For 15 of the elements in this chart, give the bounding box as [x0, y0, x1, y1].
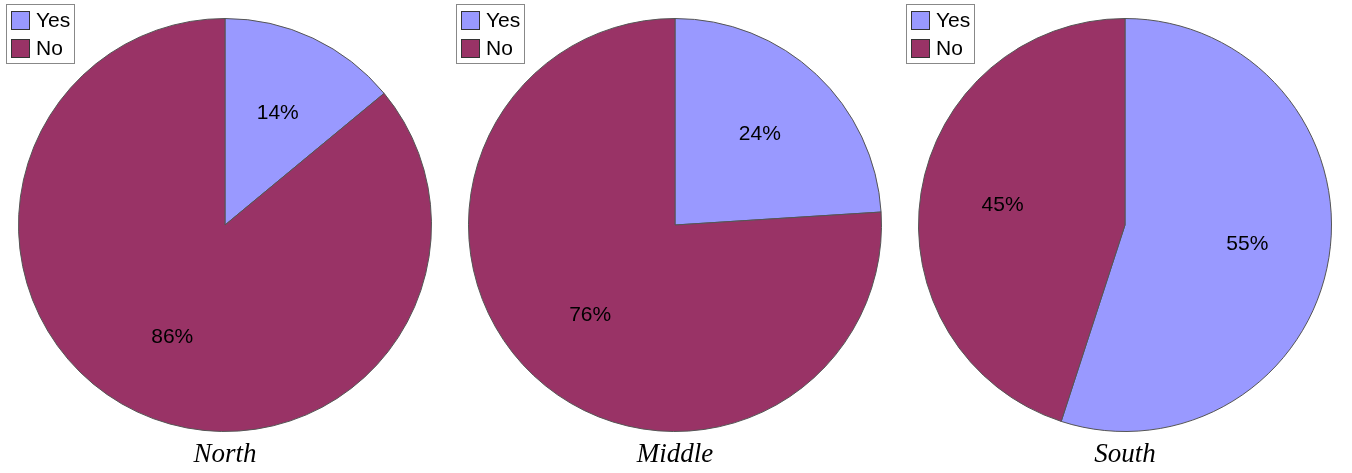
data-label: 24%	[738, 121, 781, 145]
slice-label: No	[486, 36, 513, 60]
legend-label: Yes	[36, 8, 71, 32]
text: North	[192, 438, 258, 469]
slice-label: No	[936, 36, 963, 60]
data-label: 14%	[256, 99, 299, 123]
data-label: 55%	[1226, 231, 1269, 255]
data-label: 45%	[981, 192, 1024, 216]
data-label: 76%	[569, 302, 612, 326]
slice-label: No	[36, 36, 63, 60]
text: Middle	[635, 438, 715, 469]
data-label: 86%	[151, 323, 194, 347]
legend-label: Yes	[936, 8, 971, 32]
text: South	[1093, 438, 1157, 469]
legend-label: Yes	[486, 8, 521, 32]
